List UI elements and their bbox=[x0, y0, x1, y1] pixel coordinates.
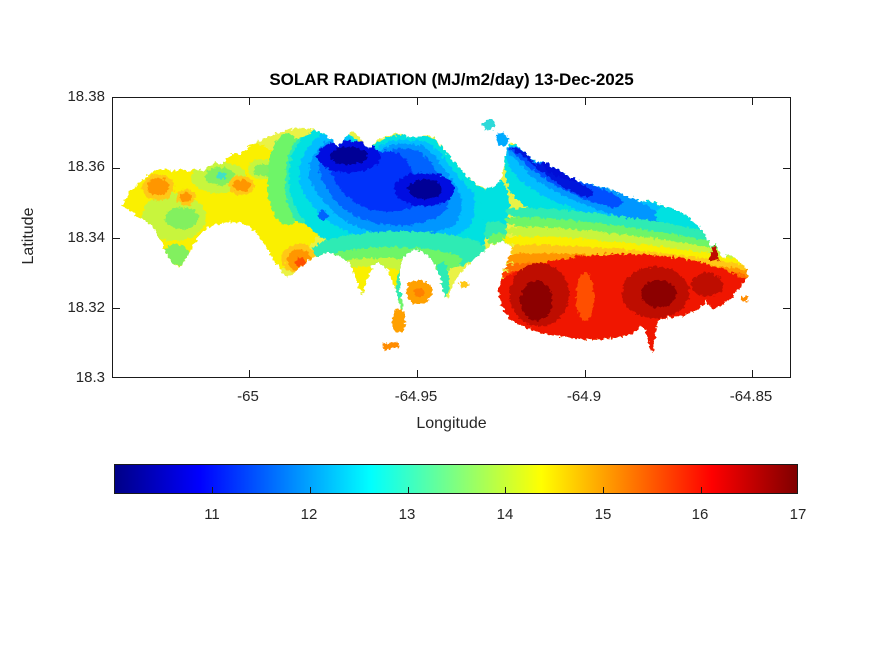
y-tick-label: 18.34 bbox=[67, 229, 105, 246]
colorbar-tick-mark bbox=[603, 487, 604, 493]
y-tick-label: 18.3 bbox=[75, 369, 105, 386]
y-tick-mark-right bbox=[783, 168, 790, 169]
colorbar bbox=[114, 464, 798, 494]
x-tick-mark-top bbox=[752, 98, 753, 105]
colorbar-tick-mark bbox=[212, 487, 213, 493]
colorbar-tick-mark bbox=[408, 487, 409, 493]
contour-layers bbox=[122, 118, 748, 354]
offshore-islets bbox=[382, 118, 748, 351]
plot-axes bbox=[112, 97, 791, 378]
x-tick-mark-top bbox=[585, 98, 586, 105]
y-tick-mark bbox=[113, 238, 120, 239]
colorbar-tick-label: 11 bbox=[204, 506, 220, 523]
y-tick-mark-right bbox=[783, 308, 790, 309]
colorbar-tick-mark bbox=[701, 487, 702, 493]
colorbar-tick-label: 13 bbox=[398, 506, 416, 523]
x-tick-mark-top bbox=[417, 98, 418, 105]
y-tick-mark bbox=[113, 168, 120, 169]
colorbar-tick-label: 16 bbox=[691, 506, 709, 523]
colorbar-tick-label: 12 bbox=[300, 506, 318, 523]
colorbar-tick-label: 14 bbox=[496, 506, 514, 523]
y-tick-mark-right bbox=[783, 238, 790, 239]
y-tick-mark bbox=[113, 308, 120, 309]
colorbar-tick-label: 15 bbox=[594, 506, 612, 523]
x-tick-mark-top bbox=[249, 98, 250, 105]
x-axis-label: Longitude bbox=[416, 415, 487, 432]
x-tick-mark bbox=[585, 370, 586, 377]
colorbar-tick-mark bbox=[310, 487, 311, 493]
colorbar-tick-label: 17 bbox=[789, 506, 807, 523]
x-tick-mark bbox=[752, 370, 753, 377]
colorbar-tick-mark bbox=[505, 487, 506, 493]
x-tick-label: -64.85 bbox=[729, 388, 773, 405]
y-tick-label: 18.36 bbox=[67, 158, 105, 175]
island-contour-map bbox=[122, 118, 748, 354]
x-tick-label: -65 bbox=[237, 388, 259, 405]
y-tick-label: 18.38 bbox=[67, 88, 105, 105]
x-tick-mark bbox=[417, 370, 418, 377]
x-tick-label: -64.95 bbox=[394, 388, 438, 405]
plot-title: SOLAR RADIATION (MJ/m2/day) 13-Dec-2025 bbox=[269, 70, 634, 89]
x-tick-mark bbox=[249, 370, 250, 377]
y-tick-label: 18.32 bbox=[67, 299, 105, 316]
x-tick-label: -64.9 bbox=[566, 388, 602, 405]
